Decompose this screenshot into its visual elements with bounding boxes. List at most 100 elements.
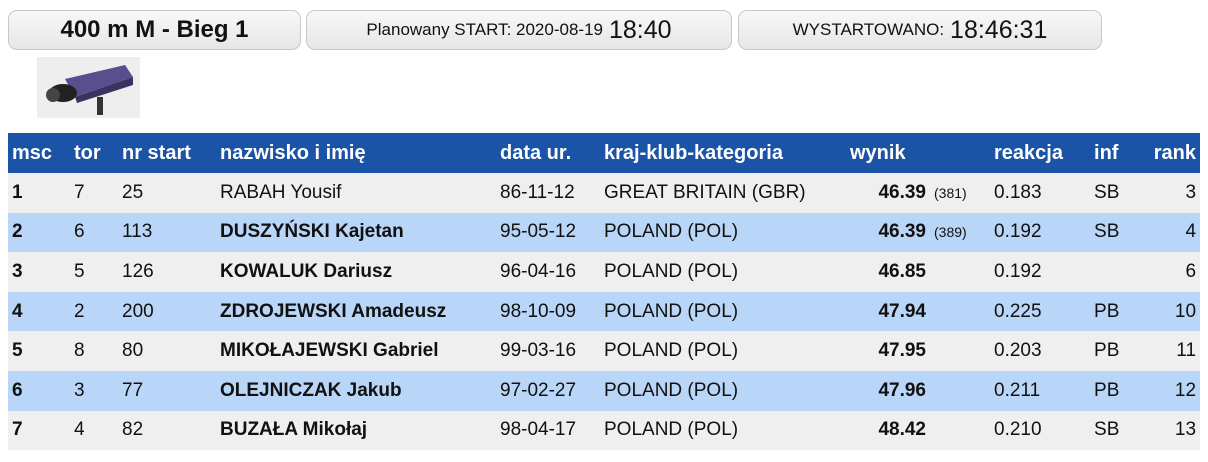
planned-box: Planowany START: 2020-08-19 18:40 xyxy=(306,10,732,50)
camera-logo xyxy=(37,57,140,118)
cell: 3 xyxy=(12,260,23,282)
cell: 6 xyxy=(74,221,85,243)
cell: 0.203 xyxy=(994,340,1042,362)
planned-label: Planowany START: 2020-08-19 xyxy=(366,20,603,39)
cell: 95-05-12 xyxy=(500,221,577,243)
column-header: rank xyxy=(1140,133,1201,173)
cell xyxy=(930,292,990,332)
cell: PB xyxy=(1094,379,1120,401)
cell: POLAND (POL) xyxy=(604,260,739,282)
cell: DUSZYŃSKI Kajetan xyxy=(220,221,404,243)
cell: POLAND (POL) xyxy=(604,221,739,243)
cell: 0.210 xyxy=(994,419,1042,441)
planned-time: 18:40 xyxy=(609,15,672,44)
cell: 2 xyxy=(12,221,23,243)
cell: PB xyxy=(1094,300,1120,322)
event-title: 400 m M - Bieg 1 xyxy=(60,16,249,43)
cell: (381) xyxy=(934,184,967,201)
cell xyxy=(930,331,990,371)
cell xyxy=(930,371,990,411)
cell: 77 xyxy=(122,379,144,401)
cell: 3 xyxy=(74,379,85,401)
cell: 10 xyxy=(1174,300,1197,322)
result-row: 7 4 82 BUZAŁA Mikołaj 98-04-17 POLAND (POL) 48… xyxy=(8,410,1201,451)
event-box: 400 m M - Bieg 1 xyxy=(8,10,301,50)
cell: SB xyxy=(1094,221,1120,243)
cell: RABAH Yousif xyxy=(220,181,342,203)
cell: 47.94 xyxy=(878,300,926,322)
cell: 47.96 xyxy=(878,379,926,401)
cell: 0.192 xyxy=(994,221,1042,243)
cell: 0.183 xyxy=(994,181,1042,203)
cell: 3 xyxy=(1185,181,1197,203)
cell: 48.42 xyxy=(878,419,926,441)
cell: 6 xyxy=(1185,260,1197,282)
cell: KOWALUK Dariusz xyxy=(220,260,393,282)
cell: 0.192 xyxy=(994,260,1042,282)
column-header: nr start xyxy=(118,133,216,173)
cell: POLAND (POL) xyxy=(604,379,739,401)
cell: 97-02-27 xyxy=(500,379,577,401)
cell: POLAND (POL) xyxy=(604,340,739,362)
table-body: 1 7 25 RABAH Yousif 86-11-12 GREAT BRITAIN (G… xyxy=(8,173,1201,451)
result-row: 1 7 25 RABAH Yousif 86-11-12 GREAT BRITAIN (G… xyxy=(8,173,1201,213)
result-row: 4 2 200 ZDROJEWSKI Amadeusz 98-10-09 POLAND (… xyxy=(8,291,1201,332)
cell: OLEJNICZAK Jakub xyxy=(220,379,402,401)
cell: 5 xyxy=(74,260,85,282)
cell: PB xyxy=(1094,340,1120,362)
column-header: reakcja xyxy=(990,133,1091,173)
cell: 46.39 xyxy=(878,221,926,243)
cell: 47.95 xyxy=(878,340,926,362)
cell: 98-10-09 xyxy=(500,300,577,322)
cell xyxy=(930,252,990,292)
cell: BUZAŁA Mikołaj xyxy=(220,419,368,441)
header-row: msc tor nr start nazwisko i imię data ur. kra… xyxy=(8,133,1201,173)
cell: 13 xyxy=(1174,419,1197,441)
column-header: nazwisko i imię xyxy=(216,133,496,173)
cell: 6 xyxy=(12,379,23,401)
cell: 4 xyxy=(12,300,23,322)
cell: 4 xyxy=(74,419,85,441)
cell: 82 xyxy=(122,419,144,441)
cell xyxy=(1090,252,1140,292)
cell: SB xyxy=(1094,419,1120,441)
cell: POLAND (POL) xyxy=(604,419,739,441)
cell: 25 xyxy=(122,181,144,203)
cell: 96-04-16 xyxy=(500,260,577,282)
column-header: wynik xyxy=(846,133,991,173)
cell: (389) xyxy=(934,224,967,241)
cell: 86-11-12 xyxy=(500,181,575,203)
cell: 113 xyxy=(122,221,153,243)
started-label: WYSTARTOWANO: xyxy=(792,20,945,39)
cell: 98-04-17 xyxy=(500,419,577,441)
column-header: msc xyxy=(8,133,70,173)
cell: 99-03-16 xyxy=(500,340,577,362)
cell: GREAT BRITAIN (GBR) xyxy=(604,181,806,203)
column-header: kraj-klub-kategoria xyxy=(600,133,846,173)
cell: 5 xyxy=(12,340,23,362)
results-table: msc tor nr start nazwisko i imię data ur. kra… xyxy=(8,133,1201,451)
started-box: WYSTARTOWANO: 18:46:31 xyxy=(738,10,1102,50)
column-header: data ur. xyxy=(496,133,600,173)
cell: 2 xyxy=(74,300,85,322)
cell: 80 xyxy=(122,340,144,362)
cell: 46.85 xyxy=(878,260,926,282)
cell: 200 xyxy=(122,300,154,322)
cell: SB xyxy=(1094,181,1120,203)
result-row: 2 6 113 DUSZYŃSKI Kajetan 95-05-12 POLAND (PO… xyxy=(8,212,1201,253)
cell: 1 xyxy=(12,181,23,203)
cell: 4 xyxy=(1185,221,1197,243)
cell: 7 xyxy=(12,419,23,441)
cell: 12 xyxy=(1174,379,1197,401)
cell: 46.39 xyxy=(878,181,926,203)
cell: MIKOŁAJEWSKI Gabriel xyxy=(220,340,439,362)
cell: 11 xyxy=(1176,340,1197,362)
column-header: inf xyxy=(1090,133,1141,173)
result-row: 5 8 80 MIKOŁAJEWSKI Gabriel 99-03-16 POLAND (… xyxy=(8,331,1201,371)
started-time: 18:46:31 xyxy=(950,15,1048,44)
result-row: 3 5 126 KOWALUK Dariusz 96-04-16 POLAND (POL)… xyxy=(8,252,1201,292)
cell: 0.211 xyxy=(994,379,1041,401)
cell: 126 xyxy=(122,260,154,282)
cell: POLAND (POL) xyxy=(604,300,739,322)
